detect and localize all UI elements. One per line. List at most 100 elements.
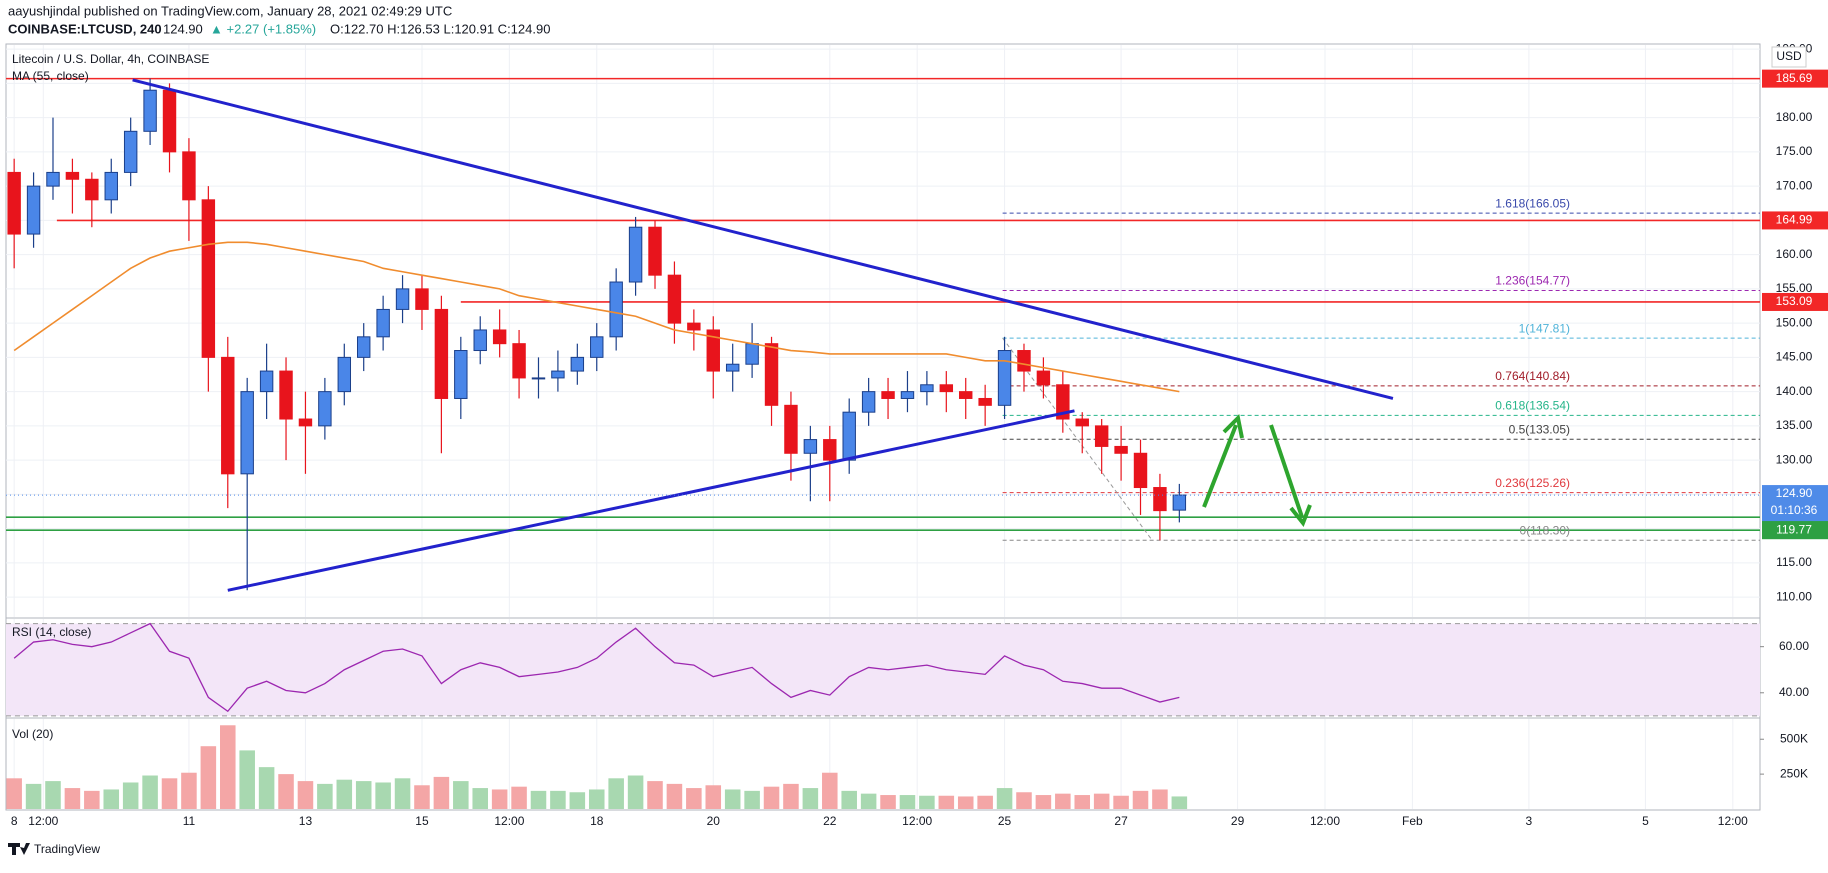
- volume-bar: [142, 775, 158, 809]
- candle-body: [415, 288, 429, 310]
- fib-label: 0.5(133.05): [1509, 422, 1570, 436]
- candle-body: [492, 329, 507, 345]
- rsi-tick-label: 60.00: [1779, 639, 1809, 653]
- candle-body: [240, 391, 254, 475]
- x-tick-label: 12:00: [1310, 814, 1340, 828]
- volume-bar: [996, 788, 1013, 809]
- candle-body: [1172, 494, 1187, 511]
- x-tick-label: 12:00: [1718, 814, 1748, 828]
- candle-body: [978, 397, 992, 406]
- candle-body: [395, 288, 410, 310]
- forecast-arrows: [1202, 413, 1312, 527]
- vol-tick-label: 500K: [1780, 731, 1808, 745]
- y-tick-label: 115.00: [1776, 555, 1812, 569]
- candle-body: [881, 391, 895, 399]
- volume-bar: [1016, 792, 1032, 809]
- volume-bar: [84, 790, 100, 809]
- candle-body: [85, 178, 99, 201]
- volume-bar: [686, 788, 702, 809]
- volume-bar: [472, 788, 489, 809]
- countdown: 01:10:36: [1771, 503, 1818, 517]
- y-tick-label: 180.00: [1776, 110, 1813, 124]
- volume-bar: [588, 789, 605, 809]
- candle-body: [26, 185, 41, 235]
- change: ▲ +2.27 (+1.85%): [210, 21, 316, 36]
- author-line: aayushjindal published on TradingView.co…: [8, 3, 452, 18]
- candle-body: [162, 89, 177, 153]
- currency-box: [1771, 46, 1807, 68]
- y-tick-label: 130.00: [1776, 452, 1813, 466]
- volume-bar: [200, 746, 217, 809]
- x-tick-label: 3: [1526, 814, 1533, 828]
- volume-bar: [1171, 796, 1188, 809]
- candle-body: [46, 171, 60, 187]
- candle-body: [1056, 384, 1070, 420]
- volume-bar: [666, 783, 683, 809]
- x-tick-label: 15: [415, 814, 429, 828]
- x-tick-label: 8: [11, 814, 18, 828]
- volume-bar: [103, 789, 120, 809]
- candle-body: [706, 329, 720, 372]
- arrow-down: [1269, 424, 1304, 518]
- candle-body: [1075, 418, 1089, 427]
- vol-tick-label: 250K: [1780, 766, 1808, 780]
- vol-label: Vol (20): [12, 727, 53, 741]
- candle-body: [784, 404, 798, 454]
- x-tick-label: 12:00: [28, 814, 58, 828]
- candle-body: [182, 151, 196, 201]
- volume-bar: [1035, 795, 1052, 809]
- y-tick-label: 145.00: [1776, 350, 1813, 364]
- volume-bar: [627, 775, 644, 809]
- candle-body: [298, 418, 313, 427]
- arrow-up-head: [1222, 413, 1244, 439]
- candle-body: [725, 363, 740, 372]
- last-price-label: 124.90: [1776, 486, 1813, 500]
- candle-body: [1017, 350, 1031, 372]
- candle-body: [279, 370, 293, 420]
- pane-title: Litecoin / U.S. Dollar, 4h, COINBASE: [12, 52, 209, 66]
- volume-bar: [375, 782, 391, 809]
- candle-body: [745, 343, 759, 365]
- candle-body: [337, 356, 352, 393]
- volume-bar: [938, 795, 955, 809]
- fib-label: 1(147.81): [1519, 321, 1570, 335]
- x-tick-label: 11: [183, 814, 196, 828]
- y-tick-label: 170.00: [1776, 178, 1813, 192]
- candle-body: [434, 308, 449, 399]
- volume-bar: [220, 725, 236, 809]
- candle-body: [842, 411, 856, 461]
- volume-bar: [569, 792, 586, 809]
- candle-body: [609, 281, 623, 338]
- x-tick-label: 29: [1231, 814, 1245, 828]
- volume-bar: [860, 793, 877, 809]
- volume-bar: [1113, 795, 1129, 809]
- volume-bar: [705, 785, 722, 809]
- volume-bar: [1093, 793, 1110, 809]
- volume-bar: [822, 772, 838, 809]
- volume-bar: [919, 795, 935, 809]
- candle-body: [861, 391, 876, 413]
- volume-bar: [6, 778, 22, 809]
- volume-bar: [1055, 793, 1071, 809]
- candle-body: [318, 391, 332, 427]
- ma-label: MA (55, close): [12, 69, 89, 83]
- volume-bar: [161, 778, 178, 809]
- candle-body: [259, 370, 274, 393]
- volume-bar: [297, 781, 314, 809]
- level-tag-label: 119.77: [1776, 522, 1812, 536]
- rsi-label: RSI (14, close): [12, 625, 91, 639]
- candle-body: [531, 377, 546, 380]
- candle-body: [1114, 445, 1128, 454]
- volume-bar: [744, 790, 760, 809]
- candle-body: [221, 356, 235, 475]
- volume-bar: [899, 795, 916, 809]
- volume-bar: [25, 783, 42, 809]
- x-tick-label: 13: [299, 814, 313, 828]
- volume-bar: [414, 785, 430, 809]
- volume-bar: [239, 750, 255, 809]
- candle-body: [65, 171, 80, 180]
- level-tag: [1762, 292, 1828, 311]
- volume-bar: [530, 790, 547, 809]
- volume-bar: [977, 795, 993, 809]
